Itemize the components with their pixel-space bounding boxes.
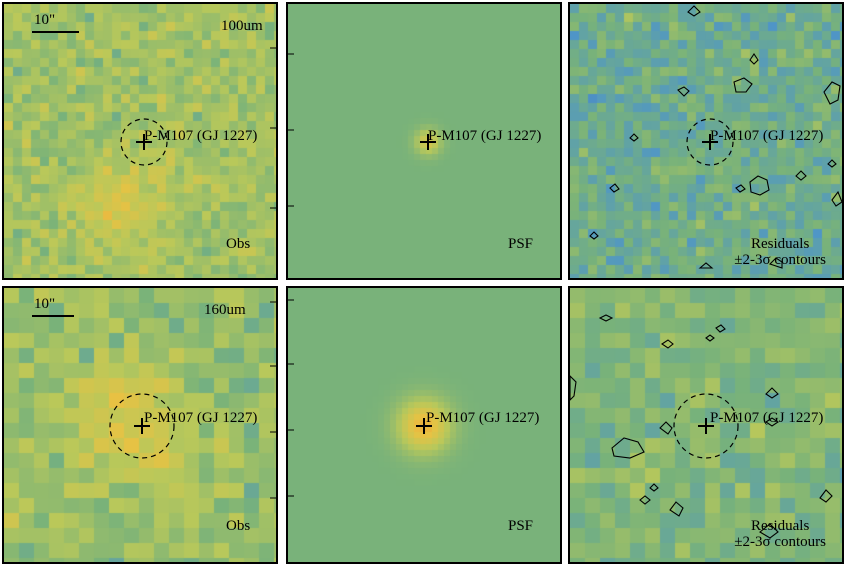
panel-100um-psf: P-M107 (GJ 1227) PSF (286, 2, 562, 280)
panel-label: PSF (508, 236, 534, 252)
band-label: 100um (221, 18, 263, 34)
target-cross-marker (698, 418, 714, 434)
sigma-contours (570, 314, 833, 539)
target-label: P-M107 (GJ 1227) (428, 128, 542, 144)
panel-label: Obs (226, 518, 251, 534)
overlay-100um-residuals (589, 5, 842, 269)
band-label: 160um (204, 302, 246, 318)
aperture-circle (109, 393, 175, 459)
scale-bar-label: 10" (34, 12, 56, 28)
target-label: P-M107 (GJ 1227) (710, 410, 824, 426)
scale-bar-label: 10" (34, 296, 56, 312)
residuals-label: Residuals (750, 518, 810, 534)
ticks (270, 47, 276, 209)
panel-100um-obs: 10" 100um P-M107 (GJ 1227) Obs (2, 2, 278, 280)
overlay-100um-obs (32, 31, 276, 209)
aperture-circle (686, 118, 734, 166)
contours-label: ±2-3σ contours (734, 534, 826, 550)
target-cross-marker (420, 134, 436, 150)
panel-160um-residuals: P-M107 (GJ 1227) Residuals ±2-3σ contour… (568, 286, 844, 564)
panel-160um-obs: 10" 160um P-M107 (GJ 1227) Obs (2, 286, 278, 564)
residuals-label: Residuals (750, 236, 810, 252)
aperture-circle (673, 393, 739, 459)
target-label: P-M107 (GJ 1227) (426, 410, 540, 426)
target-cross-marker (134, 418, 150, 434)
target-label: P-M107 (GJ 1227) (710, 128, 824, 144)
panel-100um-residuals: P-M107 (GJ 1227) Residuals ±2-3σ contour… (568, 2, 844, 280)
overlay-160um-psf (288, 299, 432, 497)
aperture-circle (120, 118, 168, 166)
sigma-contours (589, 5, 842, 269)
panel-label: PSF (508, 518, 534, 534)
overlay-160um-obs (32, 301, 276, 499)
target-label: P-M107 (GJ 1227) (144, 410, 258, 426)
target-cross-marker (136, 134, 152, 150)
ticks (288, 299, 294, 497)
contours-label: ±2-3σ contours (734, 252, 826, 268)
target-cross-marker (416, 418, 432, 434)
residuals-caption: Residuals ±2-3σ contours (734, 518, 826, 550)
panel-160um-psf: P-M107 (GJ 1227) PSF (286, 286, 562, 564)
residuals-caption: Residuals ±2-3σ contours (734, 236, 826, 268)
ticks (270, 301, 276, 499)
overlay-100um-psf (288, 53, 436, 207)
panel-label: Obs (226, 236, 251, 252)
target-label: P-M107 (GJ 1227) (144, 128, 258, 144)
overlay-160um-residuals (570, 314, 833, 539)
ticks (288, 53, 294, 207)
target-cross-marker (702, 134, 718, 150)
